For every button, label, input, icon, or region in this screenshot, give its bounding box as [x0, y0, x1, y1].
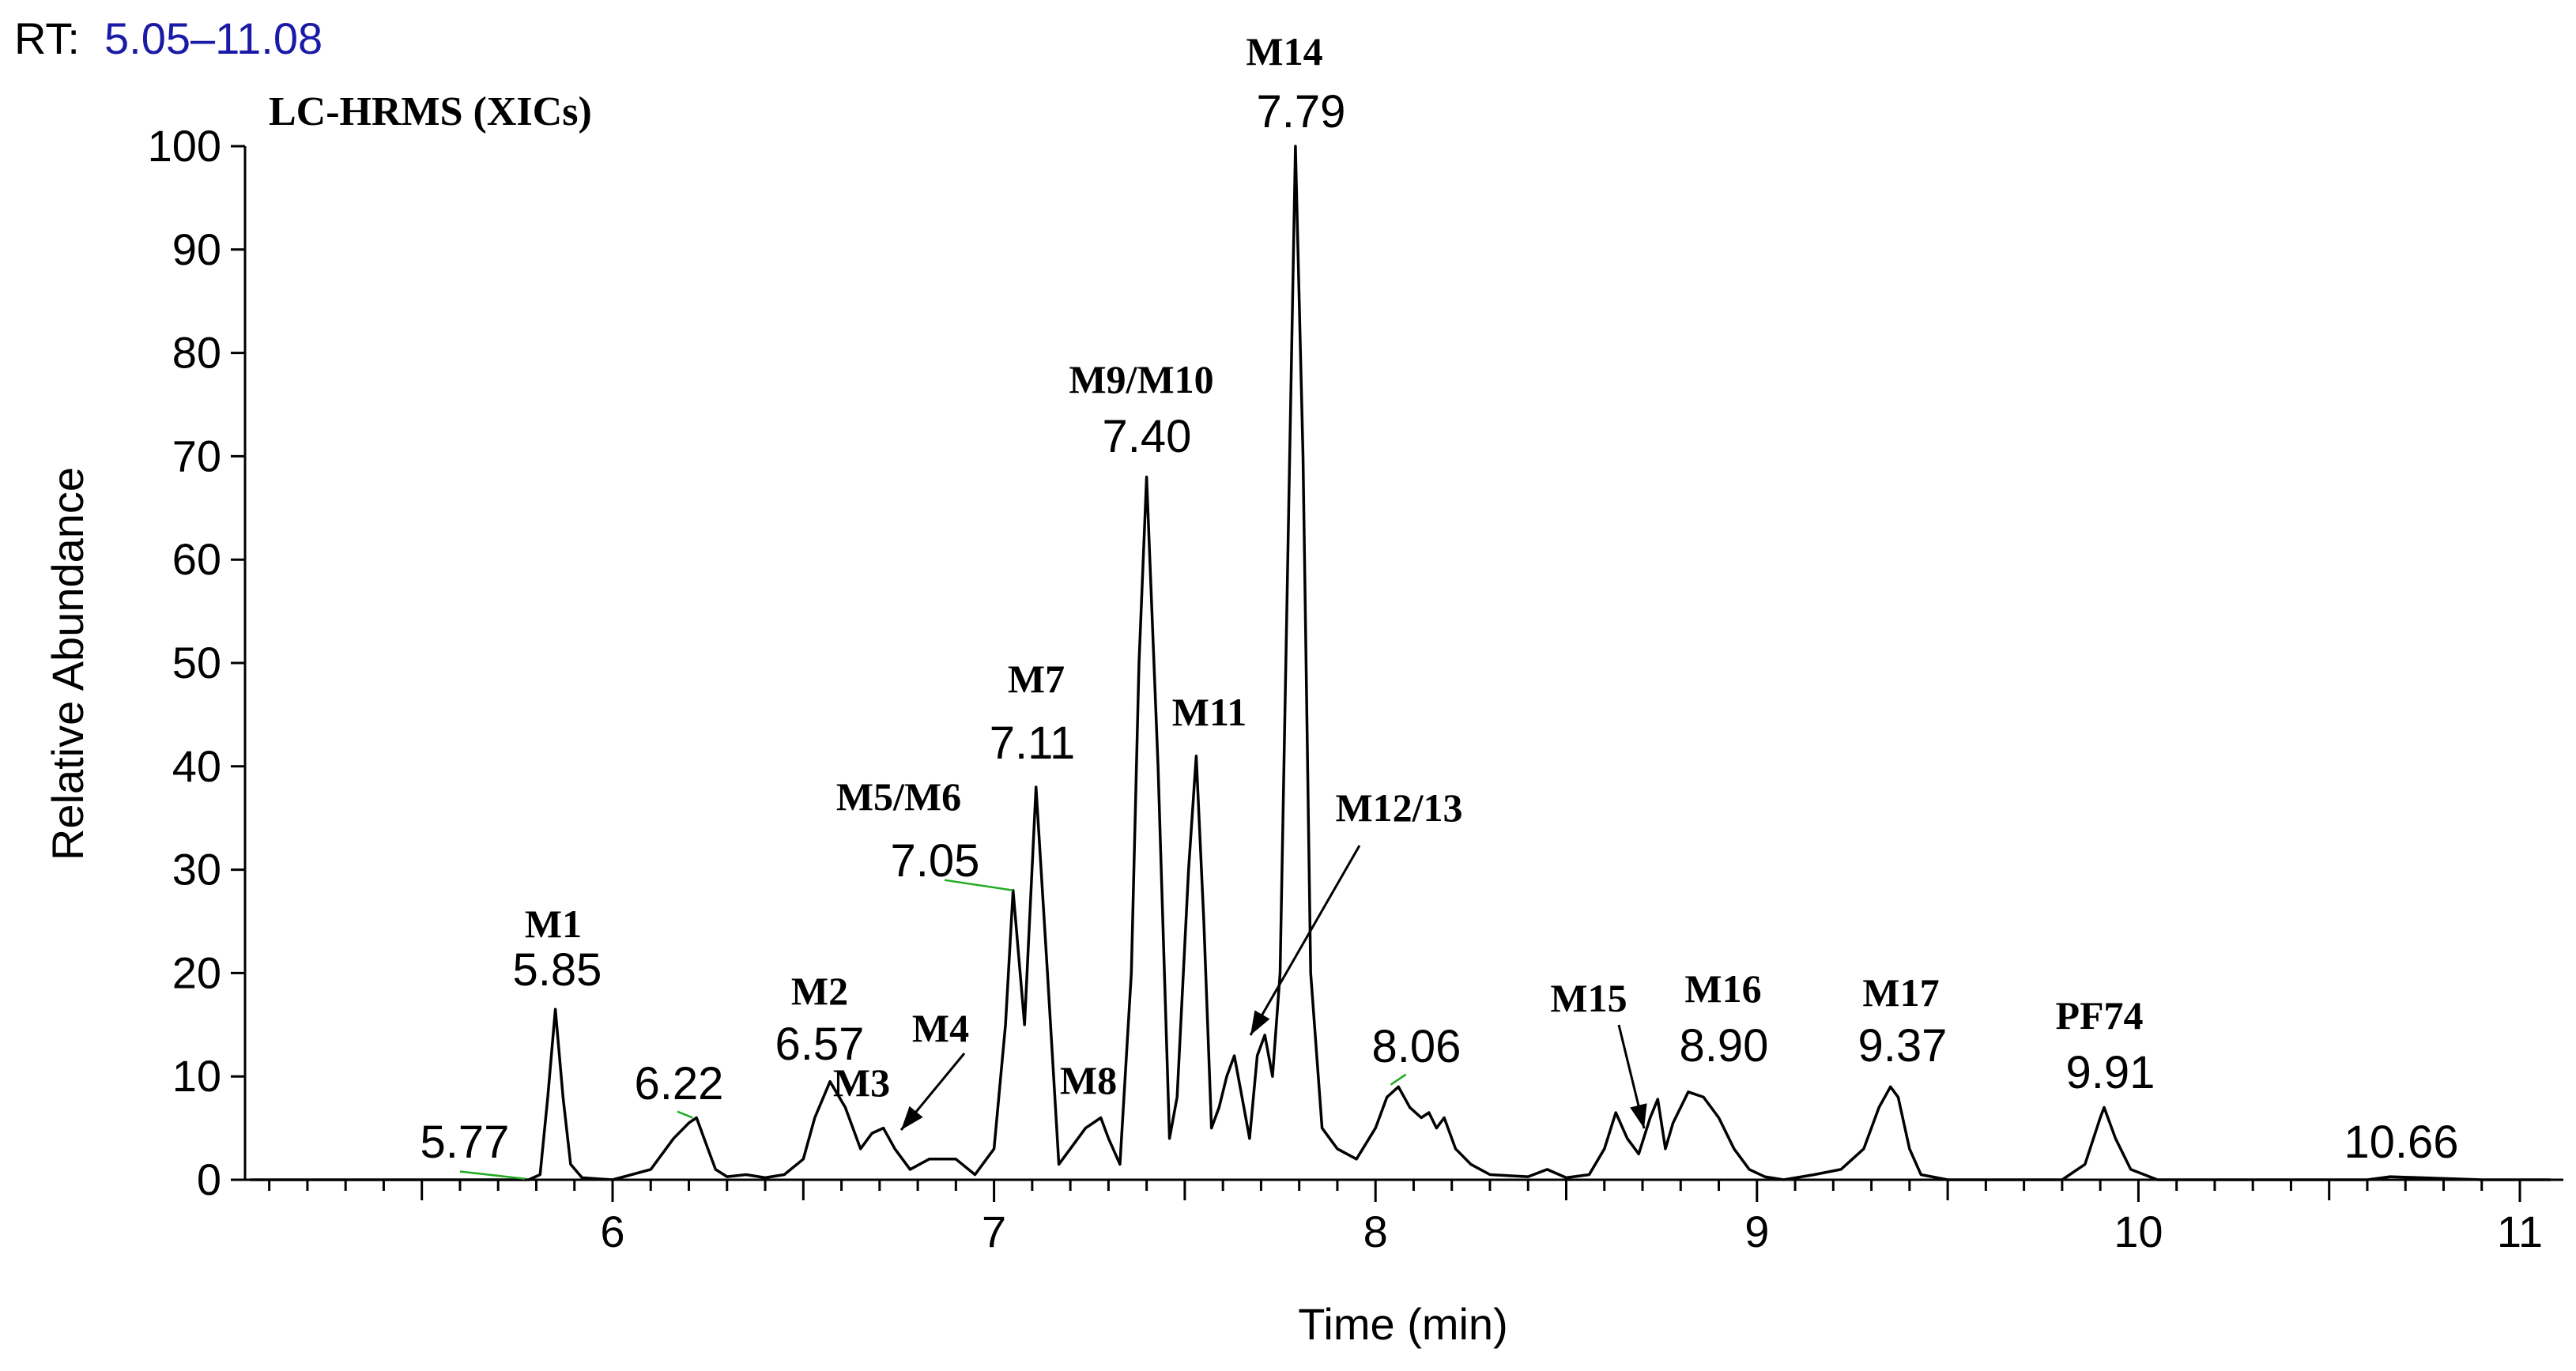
retention-time-label: 5.77: [421, 1117, 510, 1168]
retention-time-label: 8.90: [1680, 1020, 1769, 1072]
retention-time-label: 7.11: [990, 718, 1076, 769]
rt-range-value: 5.05–11.08: [104, 13, 322, 63]
metabolite-annotation: M4: [912, 1006, 969, 1050]
metabolite-annotation: M8: [1060, 1058, 1117, 1102]
retention-time-label: 9.91: [2066, 1047, 2155, 1098]
y-tick-label: 30: [172, 845, 221, 895]
metabolite-annotation: M2: [791, 969, 848, 1013]
rt-label-layer: 5.77 5.85 6.22 6.57 7.05 7.11 7.40 7.79 8.06 8.90…: [421, 86, 2459, 1168]
baseline-marker: [677, 1110, 693, 1119]
baseline-marker: [1390, 1073, 1407, 1086]
x-axis-ticks: 6 7 8 9 10 11: [268, 1180, 2543, 1256]
y-axis-ticks: 0 10 20 30 40 50 60 70 80 90 100: [148, 121, 245, 1204]
y-axis-label: Relative Abundance: [43, 467, 92, 861]
y-tick-label: 70: [172, 431, 221, 480]
retention-time-label: 8.06: [1372, 1021, 1461, 1072]
x-tick-label: 7: [982, 1207, 1006, 1256]
x-tick-label: 6: [600, 1207, 624, 1256]
y-tick-label: 0: [197, 1154, 221, 1204]
y-tick-label: 100: [148, 121, 221, 171]
retention-time-label: 9.37: [1858, 1020, 1948, 1072]
metabolite-annotation: M1: [525, 902, 582, 946]
rt-range-header: RT: 5.05–11.08: [14, 13, 322, 63]
x-tick-label: 9: [1744, 1207, 1769, 1256]
baseline-marker: [459, 1170, 526, 1180]
y-tick-label: 60: [172, 534, 221, 584]
xic-trace-line: [250, 145, 2551, 1181]
y-tick-label: 90: [172, 224, 221, 274]
metabolite-annotation: M11: [1172, 690, 1247, 734]
annotation-arrowhead: [1630, 1103, 1647, 1128]
marker-layer: [459, 879, 1407, 1180]
metabolite-annotation: M17: [1862, 970, 1939, 1015]
y-axis: 0 10 20 30 40 50 60 70 80 90 100: [148, 121, 247, 1204]
annotation-arrow: [1249, 845, 1361, 1036]
annotation-arrowhead: [901, 1105, 923, 1130]
retention-time-label: 7.40: [1103, 411, 1192, 462]
x-axis: 6 7 8 9 10 11: [245, 1178, 2563, 1256]
retention-time-label: 7.05: [891, 835, 980, 887]
metabolite-annotation: M7: [1008, 657, 1065, 701]
metabolite-annotation: M5/M6: [836, 774, 961, 819]
metabolite-annotation: PF74: [2055, 993, 2143, 1038]
x-tick-label: 11: [2497, 1207, 2543, 1256]
rt-prefix-label: RT:: [14, 13, 80, 63]
x-tick-label: 10: [2114, 1207, 2163, 1256]
series-layer: [250, 145, 2551, 1181]
chart-title: LC-HRMS (XICs): [269, 89, 592, 134]
metabolite-annotation: M3: [833, 1060, 890, 1105]
retention-time-label: 10.66: [2344, 1117, 2458, 1168]
annotation-arrowhead: [1250, 1010, 1270, 1035]
metabolite-annotation: M16: [1684, 966, 1761, 1011]
metabolite-annotation: M14: [1246, 29, 1322, 73]
retention-time-label: 6.22: [635, 1058, 724, 1109]
y-tick-label: 10: [172, 1051, 221, 1101]
x-tick-label: 8: [1363, 1207, 1388, 1256]
retention-time-label: 5.85: [513, 944, 602, 996]
metabolite-annotation: M12/13: [1335, 785, 1462, 830]
retention-time-label: 7.79: [1257, 86, 1346, 137]
y-tick-label: 80: [172, 328, 221, 378]
metabolite-annotation: M9/M10: [1069, 357, 1213, 401]
annotation-layer: M1 M2 M3 M4 M5/M6 M7 M8 M9/M10 M11 M12/13 M14 M15 M1…: [525, 29, 2144, 1131]
y-tick-label: 20: [172, 947, 221, 997]
x-axis-label: Time (min): [1298, 1299, 1507, 1349]
y-tick-label: 50: [172, 638, 221, 687]
y-tick-label: 40: [172, 741, 221, 791]
metabolite-annotation: M15: [1550, 976, 1627, 1020]
baseline-marker: [944, 879, 1013, 891]
retention-time-label: 6.57: [775, 1019, 865, 1070]
